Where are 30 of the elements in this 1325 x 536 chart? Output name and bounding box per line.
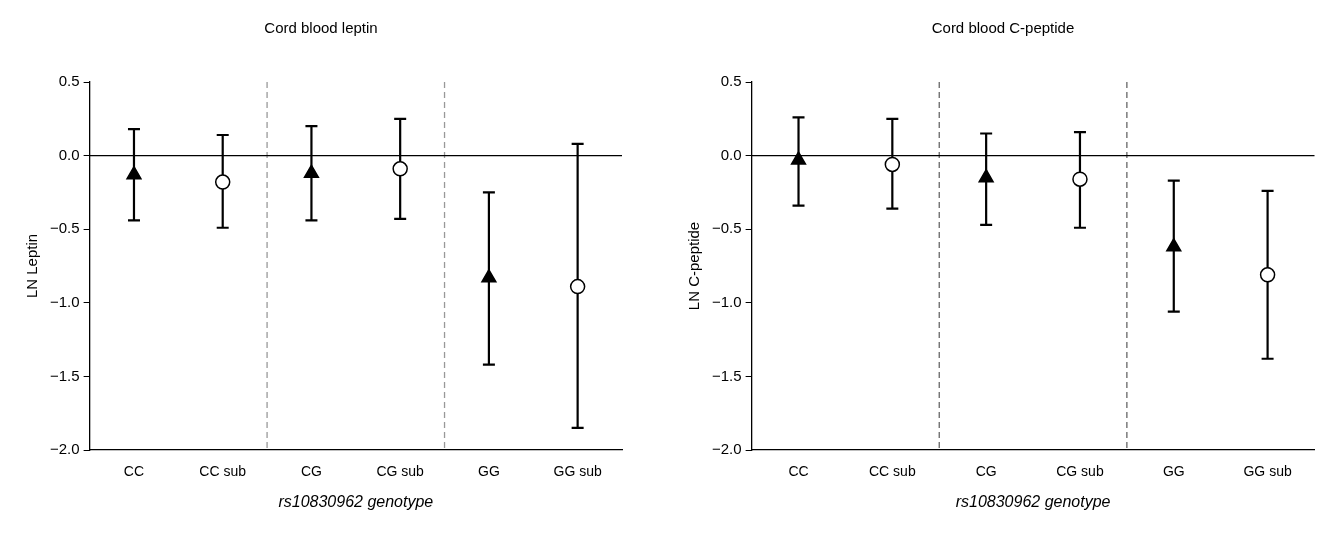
y-tick-label: 0.5 bbox=[58, 72, 80, 90]
x-axis-title: rs10830962 genotype bbox=[278, 492, 434, 510]
x-tick-label: CG bbox=[975, 463, 997, 480]
y-tick-label: −1.0 bbox=[49, 292, 80, 310]
y-tick-label: 0.0 bbox=[58, 145, 80, 163]
x-axis-title: rs10830962 genotype bbox=[955, 492, 1111, 510]
chart-title: Cord blood leptin bbox=[264, 19, 378, 37]
y-tick-label: −0.5 bbox=[49, 219, 80, 237]
x-tick-label: CC bbox=[123, 463, 145, 480]
x-tick-label: GG bbox=[1162, 463, 1185, 480]
y-tick-label: 0.5 bbox=[720, 72, 742, 90]
y-tick-label: −2.0 bbox=[711, 440, 742, 458]
x-tick-label: GG bbox=[478, 463, 500, 480]
y-tick-label: 0.0 bbox=[720, 145, 742, 163]
y-axis-title: LN Leptin bbox=[23, 233, 41, 299]
x-tick-label: CC sub bbox=[868, 463, 916, 480]
chart-title: Cord blood C-peptide bbox=[931, 19, 1075, 37]
y-tick-label: −1.5 bbox=[49, 366, 80, 384]
x-tick-label: GG sub bbox=[553, 463, 602, 480]
y-tick-label: −0.5 bbox=[711, 219, 742, 237]
x-tick-label: CG sub bbox=[1056, 463, 1104, 480]
x-tick-label: CG bbox=[300, 463, 322, 480]
y-axis-title: LN C-peptide bbox=[685, 221, 703, 311]
x-tick-label: CC bbox=[788, 463, 809, 480]
x-tick-label: GG sub bbox=[1243, 463, 1292, 480]
x-tick-label: CC sub bbox=[199, 463, 247, 480]
x-tick-label: CG sub bbox=[376, 463, 425, 480]
y-tick-label: −2.0 bbox=[49, 440, 80, 458]
y-tick-label: −1.5 bbox=[711, 366, 742, 384]
y-tick-label: −1.0 bbox=[711, 292, 742, 310]
